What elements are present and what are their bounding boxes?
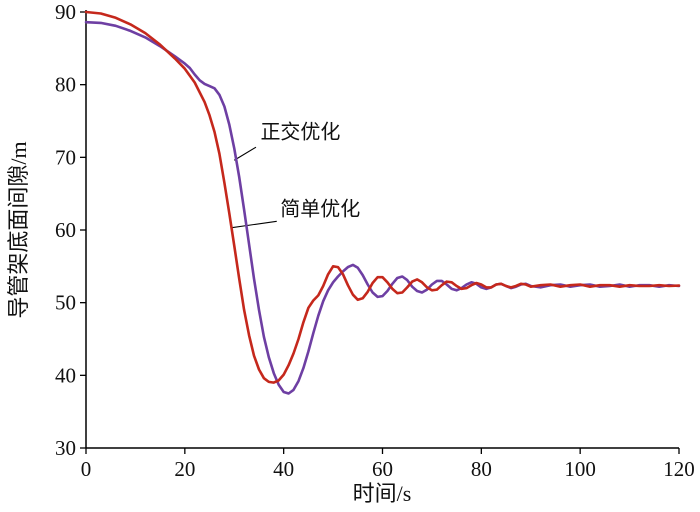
y-tick-label: 90 [55,0,76,24]
annotation-label-simple-optimization: 简单优化 [280,197,360,220]
y-tick-label: 40 [55,363,76,387]
y-tick-label: 60 [55,218,76,242]
y-axis-title: 导管架底面间隙/m [6,141,31,318]
x-tick-label: 80 [471,457,492,481]
series-lines [84,10,681,395]
annotation-leader-orthogonal-optimization [233,146,257,161]
x-tick-label: 40 [273,457,294,481]
annotation-leader-simple-optimization [230,220,277,229]
x-axis-title: 时间/s [353,481,412,506]
x-tick-label: 60 [372,457,393,481]
y-tick-label: 70 [55,145,76,169]
tick-labels: 30 40 50 60 70 80 90 0 20 40 60 80 100 120 [55,0,695,481]
y-tick-label: 30 [55,436,76,460]
series-line-simple-optimization [84,10,681,384]
annotation-label-orthogonal-optimization: 正交优化 [260,120,340,143]
axes [85,10,679,449]
y-tick-label: 80 [55,73,76,97]
y-tick-label: 50 [55,291,76,315]
x-tick-label: 100 [564,457,596,481]
series-line-orthogonal-optimization [84,20,681,395]
x-tick-label: 0 [81,457,92,481]
axis-ticks [80,11,680,454]
x-tick-label: 20 [174,457,195,481]
x-tick-label: 120 [663,457,695,481]
